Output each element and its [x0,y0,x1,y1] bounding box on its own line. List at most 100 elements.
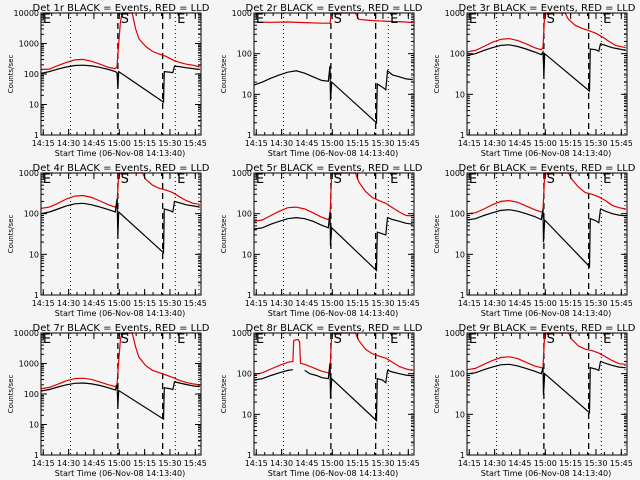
x-tick-label: 15:15 [346,139,369,148]
x-tick-label: 15:45 [397,459,420,468]
marker-e: E [603,332,611,347]
x-tick-label: 15:30 [371,299,394,308]
plot-frame [40,332,202,456]
lld-series-line [41,172,200,209]
lld-series-line [254,172,413,222]
y-tick-label: 100 [237,210,252,219]
x-tick-label: 15:00 [108,459,131,468]
y-tick-label: 100 [450,370,465,379]
x-tick-label: 14:45 [82,299,105,308]
y-tick-label: 1000 [232,169,252,178]
x-tick-label: 15:45 [610,459,633,468]
y-tick-label: 10 [455,250,465,259]
y-tick-label: 10 [29,421,39,430]
x-tick-label: 15:30 [158,139,181,148]
x-tick-label: 14:30 [57,139,80,148]
y-tick-label: 1 [460,291,465,300]
x-tick-label: 15:30 [158,459,181,468]
y-tick-label: 1000 [19,169,39,178]
x-tick-label: 15:00 [321,299,344,308]
x-axis-label: Start Time (06-Nov-08 14:13:40) [55,309,185,318]
marker-s: S [121,12,129,27]
x-axis-label: Start Time (06-Nov-08 14:13:40) [481,469,611,478]
panel-title: Det 9r BLACK = Events, RED = LLD [459,323,636,334]
plot-frame [466,332,628,456]
marker-e: E [390,172,398,187]
panel-title: Det 3r BLACK = Events, RED = LLD [459,3,636,14]
marker-e: E [390,12,398,27]
y-tick-label: 100 [237,370,252,379]
y-axis-label: Counts/sec [433,375,441,414]
x-tick-label: 15:15 [133,139,156,148]
plot-frame [466,12,628,136]
events-series-line [41,64,200,104]
y-axis-label: Counts/sec [220,215,228,254]
marker-s: S [121,172,129,187]
y-tick-label: 100 [24,210,39,219]
x-tick-label: 15:45 [610,299,633,308]
x-axis-label: Start Time (06-Nov-08 14:13:40) [481,149,611,158]
marker-e: E [256,172,264,187]
panel-title: Det 6r BLACK = Events, RED = LLD [459,163,636,174]
x-tick-label: 15:45 [184,139,207,148]
plot-frame [253,172,415,296]
x-tick-label: 15:00 [321,139,344,148]
x-tick-label: 14:15 [245,139,268,148]
events-series-line [254,363,413,422]
x-tick-label: 15:00 [321,459,344,468]
y-axis-label: Counts/sec [433,215,441,254]
x-tick-label: 15:15 [133,299,156,308]
events-series-line [254,211,413,272]
marker-e: E [256,12,264,27]
x-tick-label: 14:45 [508,459,531,468]
y-tick-label: 10 [29,250,39,259]
y-tick-label: 10 [29,101,39,110]
x-tick-label: 15:15 [133,459,156,468]
y-axis-label: Counts/sec [7,215,15,254]
y-tick-label: 1 [460,131,465,140]
x-tick-label: 14:45 [82,459,105,468]
x-tick-label: 14:15 [32,299,55,308]
x-tick-label: 15:45 [184,299,207,308]
x-tick-label: 15:45 [610,139,633,148]
marker-s: S [334,12,342,27]
panel-title: Det 7r BLACK = Events, RED = LLD [33,323,210,334]
y-tick-label: 1 [247,131,252,140]
x-tick-label: 15:15 [346,299,369,308]
x-tick-label: 14:30 [270,139,293,148]
panel-title: Det 5r BLACK = Events, RED = LLD [246,163,423,174]
marker-e: E [469,12,477,27]
x-tick-label: 14:45 [295,459,318,468]
y-tick-label: 1 [34,131,39,140]
x-tick-label: 14:15 [245,459,268,468]
plot-frame [466,172,628,296]
x-tick-label: 14:45 [295,299,318,308]
y-axis-label: Counts/sec [220,375,228,414]
y-tick-label: 10 [242,250,252,259]
marker-e: E [603,12,611,27]
y-tick-label: 100 [450,210,465,219]
x-tick-label: 14:15 [245,299,268,308]
marker-s: S [547,332,555,347]
x-axis-label: Start Time (06-Nov-08 14:13:40) [55,149,185,158]
y-tick-label: 1 [460,451,465,460]
lld-series-line [41,332,200,390]
marker-s: S [121,332,129,347]
x-tick-label: 15:00 [534,459,557,468]
x-tick-label: 14:15 [32,459,55,468]
events-series-line [467,208,626,269]
x-axis-label: Start Time (06-Nov-08 14:13:40) [268,309,398,318]
marker-e: E [256,332,264,347]
lld-series-line [254,332,413,376]
x-tick-label: 14:30 [270,299,293,308]
y-tick-label: 100 [24,390,39,399]
x-tick-label: 15:00 [534,299,557,308]
y-tick-label: 1 [247,291,252,300]
